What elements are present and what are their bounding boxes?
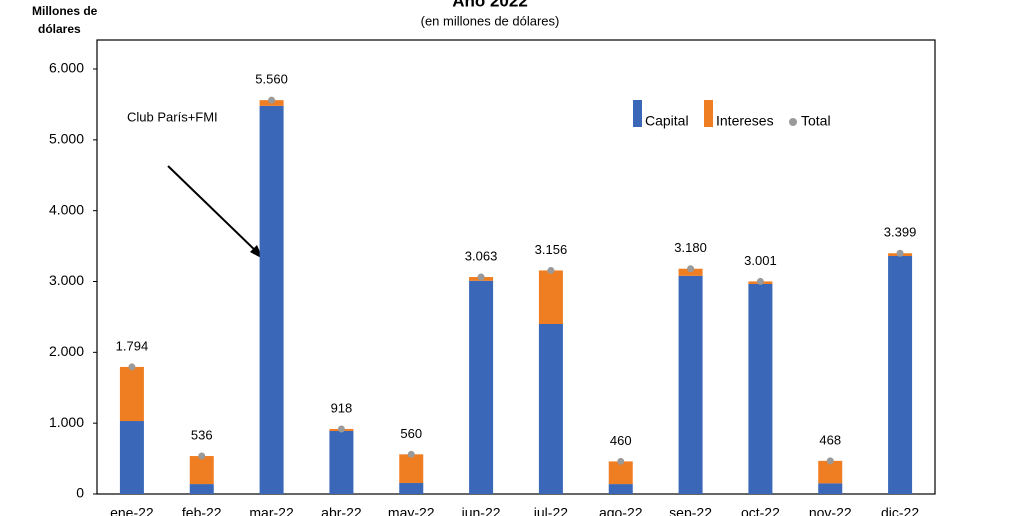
y-tick-label: 6.000: [49, 60, 84, 76]
data-label: 3.063: [465, 248, 498, 263]
x-tick-label: may-22: [388, 505, 435, 516]
legend-label: Intereses: [716, 113, 774, 129]
total-marker: [617, 457, 625, 465]
y-tick-label: 2.000: [49, 343, 84, 359]
bar-segment: [538, 270, 563, 324]
total-marker: [896, 249, 904, 257]
data-label: 3.156: [535, 242, 568, 257]
legend-swatch: [789, 118, 797, 126]
y-tick-label: 4.000: [49, 201, 84, 217]
bar-segment: [818, 460, 843, 484]
total-marker: [756, 277, 764, 285]
x-tick-label: nov-22: [809, 505, 852, 516]
plot-frame: [96, 39, 936, 495]
data-label: 3.180: [674, 240, 707, 255]
data-label: 560: [400, 426, 422, 441]
bar-segment: [259, 105, 284, 494]
total-marker: [198, 452, 206, 460]
data-label: 1.794: [116, 338, 149, 353]
x-tick-label: jun-22: [461, 505, 501, 516]
bar-segment: [608, 461, 633, 485]
data-label: 3.001: [744, 253, 777, 268]
data-label: 5.560: [255, 72, 288, 87]
legend-swatch: [633, 100, 642, 127]
x-tick-label: abr-22: [321, 505, 362, 516]
legend-label: Total: [801, 113, 831, 129]
y-tick-label: 0: [76, 485, 84, 501]
data-label: 536: [191, 427, 213, 442]
total-marker: [826, 457, 834, 465]
bar-segment: [748, 283, 773, 494]
total-marker: [687, 265, 695, 273]
legend-swatch: [704, 100, 713, 127]
data-label: 3.399: [884, 225, 917, 240]
y-axis-label: dólares: [38, 22, 81, 36]
y-axis-label: Millones de: [32, 4, 98, 18]
annotation: Club París+FMI: [127, 109, 218, 124]
bar-segment: [329, 430, 354, 494]
data-label: 918: [331, 400, 353, 415]
y-tick-label: 5.000: [49, 131, 84, 147]
total-marker: [407, 450, 415, 458]
legend-label: Capital: [645, 113, 689, 129]
total-marker: [547, 266, 555, 274]
x-tick-label: mar-22: [249, 505, 294, 516]
x-tick-label: dic-22: [881, 505, 919, 516]
bar-segment: [608, 484, 633, 494]
x-tick-label: sep-22: [669, 505, 712, 516]
bar-segment: [469, 280, 494, 494]
annotation-arrow: [167, 165, 259, 254]
bar-segment: [888, 256, 913, 494]
bar-segment: [119, 366, 144, 422]
y-tick-label: 3.000: [49, 272, 84, 288]
bar-segment: [189, 456, 214, 485]
x-tick-label: ene-22: [110, 505, 154, 516]
data-label: 460: [610, 433, 632, 448]
data-label: 468: [819, 432, 841, 447]
chart-subtitle: (en millones de dólares): [421, 13, 560, 28]
bar-segment: [678, 275, 703, 494]
x-tick-label: feb-22: [182, 505, 222, 516]
total-marker: [268, 96, 276, 104]
bar-segment: [678, 268, 703, 276]
bar-segment: [818, 483, 843, 494]
bar-segment: [399, 483, 424, 494]
total-marker: [128, 363, 136, 371]
bar-segment: [399, 454, 424, 484]
bar-segment: [538, 324, 563, 494]
bar-segment: [189, 484, 214, 494]
x-tick-label: oct-22: [741, 505, 780, 516]
total-marker: [477, 273, 485, 281]
total-marker: [337, 425, 345, 433]
chart-title: Año 2022: [452, 0, 528, 10]
x-tick-label: ago-22: [599, 505, 643, 516]
y-tick-label: 1.000: [49, 414, 84, 430]
bar-segment: [119, 421, 144, 494]
x-tick-label: jul-22: [533, 505, 568, 516]
